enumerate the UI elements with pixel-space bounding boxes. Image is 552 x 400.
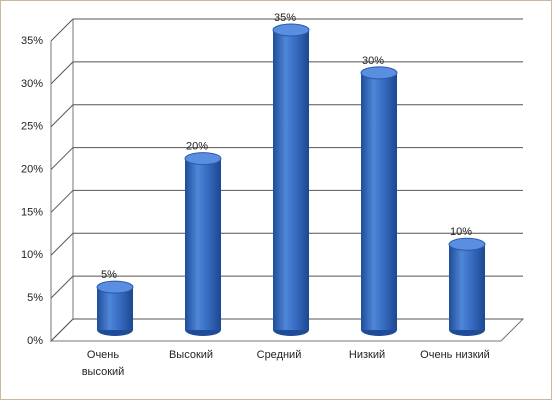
y-tick-label: 10% bbox=[21, 249, 43, 261]
data-label: 20% bbox=[186, 140, 208, 152]
grid-line-side bbox=[50, 61, 74, 85]
data-label: 10% bbox=[450, 226, 472, 238]
cylinder-top bbox=[184, 152, 222, 166]
y-tick-label: 5% bbox=[27, 292, 43, 304]
grid-line-side bbox=[50, 147, 74, 170]
x-tick-label: Низкий bbox=[348, 349, 386, 361]
grid-line-side bbox=[50, 318, 74, 342]
y-tick-label: 0% bbox=[27, 335, 43, 347]
y-tick-label: 35% bbox=[21, 35, 43, 47]
grid-line-side bbox=[50, 190, 74, 213]
y-tick-label: 15% bbox=[21, 206, 43, 218]
grid-line-side bbox=[50, 232, 74, 256]
bar bbox=[185, 158, 221, 330]
bar bbox=[97, 287, 133, 330]
bar bbox=[449, 244, 485, 330]
y-tick-label: 25% bbox=[21, 121, 43, 133]
cylinder-top bbox=[448, 237, 486, 251]
x-tick-label: Очень высокий bbox=[81, 349, 125, 378]
bar bbox=[273, 30, 309, 330]
bar bbox=[361, 72, 397, 330]
grid-line-side bbox=[50, 104, 74, 128]
data-label: 35% bbox=[274, 12, 296, 24]
y-tick-label: 20% bbox=[21, 163, 43, 175]
x-tick-label: Очень низкий bbox=[420, 349, 490, 361]
x-tick-label: Средний bbox=[256, 349, 302, 361]
grid-line-side bbox=[50, 275, 74, 299]
grid-line-side bbox=[50, 18, 74, 42]
cylinder-top bbox=[96, 280, 134, 294]
cylinder-top bbox=[272, 23, 310, 37]
data-label: 30% bbox=[362, 55, 384, 67]
y-tick-label: 30% bbox=[21, 78, 43, 90]
data-label: 5% bbox=[101, 269, 117, 281]
cylinder-top bbox=[360, 66, 398, 80]
x-tick-label: Высокий bbox=[168, 349, 214, 361]
